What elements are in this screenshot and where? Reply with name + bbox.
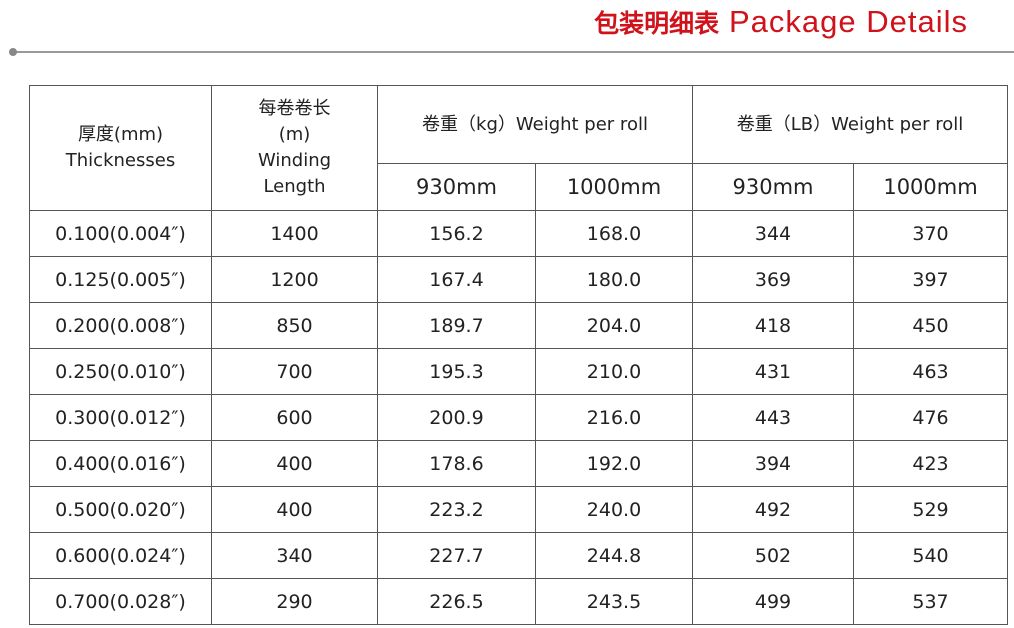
cell-kg-930: 178.6: [377, 440, 536, 487]
cell-thickness: 0.200(0.008″): [29, 302, 212, 349]
table-row: 0.300(0.012″) 600 200.9 216.0 443 476: [29, 394, 1009, 441]
cell-lb-930: 418: [692, 302, 854, 349]
cell-kg-930: 227.7: [377, 532, 536, 579]
cell-lb-1000: 450: [852, 302, 1009, 349]
cell-lb-930: 499: [692, 578, 854, 625]
cell-thickness: 0.300(0.012″): [29, 394, 212, 441]
cell-length: 1400: [211, 210, 378, 257]
cell-length: 400: [211, 440, 378, 487]
header-thickness-en: Thicknesses: [65, 150, 176, 171]
header-lb-930: 930mm: [692, 163, 854, 211]
title-english: Package Details: [728, 4, 968, 39]
cell-length: 850: [211, 302, 378, 349]
cell-lb-1000: 537: [852, 578, 1009, 625]
cell-lb-930: 369: [692, 256, 854, 303]
package-details-table: 厚度(mm) Thicknesses 每卷卷长 (m) Winding Leng…: [29, 85, 1009, 625]
cell-lb-930: 431: [692, 348, 854, 395]
cell-kg-1000: 216.0: [535, 394, 693, 441]
cell-kg-1000: 168.0: [535, 210, 693, 257]
cell-thickness: 0.600(0.024″): [29, 532, 212, 579]
table-row: 0.100(0.004″) 1400 156.2 168.0 344 370: [29, 210, 1009, 257]
cell-lb-1000: 540: [852, 532, 1009, 579]
cell-lb-1000: 423: [852, 440, 1009, 487]
header-lb-1000: 1000mm: [852, 163, 1009, 211]
cell-lb-1000: 529: [852, 486, 1009, 533]
title-chinese: 包装明细表: [594, 9, 720, 38]
table-row: 0.400(0.016″) 400 178.6 192.0 394 423: [29, 440, 1009, 487]
header-kg-930: 930mm: [377, 163, 536, 211]
cell-kg-930: 195.3: [377, 348, 536, 395]
cell-lb-930: 492: [692, 486, 854, 533]
cell-length: 290: [211, 578, 378, 625]
cell-thickness: 0.125(0.005″): [29, 256, 212, 303]
header-winding-length: 每卷卷长 (m) Winding Length: [211, 85, 378, 211]
cell-kg-930: 167.4: [377, 256, 536, 303]
cell-lb-930: 502: [692, 532, 854, 579]
cell-length: 340: [211, 532, 378, 579]
header-length-en1: Winding: [257, 150, 332, 171]
cell-thickness: 0.500(0.020″): [29, 486, 212, 533]
header-weight-lb: 卷重（LB）Weight per roll: [691, 85, 1009, 164]
cell-lb-930: 443: [692, 394, 854, 441]
cell-length: 600: [211, 394, 378, 441]
cell-lb-1000: 476: [852, 394, 1009, 441]
cell-lb-930: 394: [692, 440, 854, 487]
cell-lb-1000: 463: [852, 348, 1009, 395]
divider-line: [14, 51, 1014, 53]
cell-kg-1000: 244.8: [535, 532, 693, 579]
cell-kg-1000: 210.0: [535, 348, 693, 395]
cell-lb-1000: 370: [852, 210, 1009, 257]
header-length-en2: Length: [263, 176, 326, 197]
header-length-cn: 每卷卷长: [258, 98, 331, 119]
cell-thickness: 0.100(0.004″): [29, 210, 212, 257]
header-kg-1000: 1000mm: [535, 163, 693, 211]
cell-thickness: 0.400(0.016″): [29, 440, 212, 487]
cell-kg-1000: 180.0: [535, 256, 693, 303]
cell-kg-930: 223.2: [377, 486, 536, 533]
page-title: 包装明细表 Package Details: [594, 4, 968, 40]
cell-length: 700: [211, 348, 378, 395]
table-row: 0.125(0.005″) 1200 167.4 180.0 369 397: [29, 256, 1009, 303]
table-row: 0.500(0.020″) 400 223.2 240.0 492 529: [29, 486, 1009, 533]
cell-kg-1000: 240.0: [535, 486, 693, 533]
header-thickness-cn: 厚度(mm): [77, 124, 164, 145]
cell-kg-930: 156.2: [377, 210, 536, 257]
header-weight-kg: 卷重（kg）Weight per roll: [377, 85, 693, 164]
table-body: 0.100(0.004″) 1400 156.2 168.0 344 370 0.125(0…: [29, 210, 1009, 625]
cell-kg-1000: 192.0: [535, 440, 693, 487]
cell-kg-1000: 243.5: [535, 578, 693, 625]
cell-thickness: 0.250(0.010″): [29, 348, 212, 395]
table-row: 0.700(0.028″) 290 226.5 243.5 499 537: [29, 578, 1009, 625]
cell-thickness: 0.700(0.028″): [29, 578, 212, 625]
cell-lb-1000: 397: [852, 256, 1009, 303]
cell-kg-1000: 204.0: [535, 302, 693, 349]
cell-kg-930: 200.9: [377, 394, 536, 441]
divider-dot: [9, 48, 17, 56]
table-row: 0.600(0.024″) 340 227.7 244.8 502 540: [29, 532, 1009, 579]
cell-length: 1200: [211, 256, 378, 303]
cell-kg-930: 189.7: [377, 302, 536, 349]
table-row: 0.250(0.010″) 700 195.3 210.0 431 463: [29, 348, 1009, 395]
header-thickness: 厚度(mm) Thicknesses: [29, 85, 212, 211]
header-length-unit: (m): [278, 124, 311, 145]
cell-lb-930: 344: [692, 210, 854, 257]
table-row: 0.200(0.008″) 850 189.7 204.0 418 450: [29, 302, 1009, 349]
cell-kg-930: 226.5: [377, 578, 536, 625]
cell-length: 400: [211, 486, 378, 533]
